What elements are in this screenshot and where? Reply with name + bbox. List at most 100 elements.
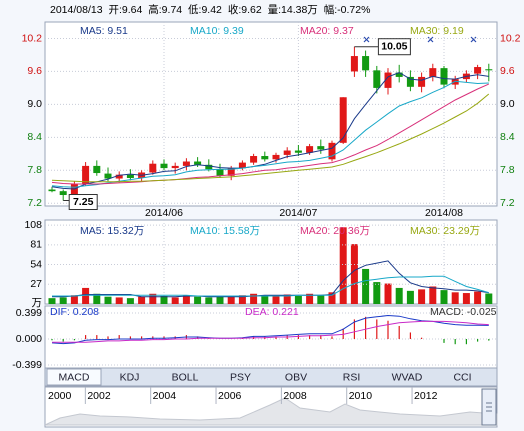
y-tick-label: 108 bbox=[24, 219, 42, 231]
legend-entry: MA5: 15.32万 bbox=[80, 225, 144, 237]
legend-entry: MA20: 9.37 bbox=[300, 25, 354, 37]
y-tick-label-right: 7.2 bbox=[500, 197, 515, 209]
volume-bar bbox=[93, 293, 101, 304]
tab[interactable] bbox=[158, 369, 212, 385]
tab-label[interactable]: CCI bbox=[453, 371, 471, 383]
candle-body bbox=[82, 165, 90, 185]
volume-bar bbox=[138, 296, 146, 304]
header: 2014/08/13 开:9.64 高:9.74 低:9.42 收:9.62 量… bbox=[50, 3, 370, 16]
y-tick-label: 7.8 bbox=[27, 164, 42, 176]
ma-line bbox=[51, 314, 489, 345]
y-tick-label-right: 8.4 bbox=[500, 131, 515, 143]
candle-body bbox=[485, 69, 493, 71]
high-label: 10.05 bbox=[381, 40, 407, 52]
header-item: 幅:-0.72% bbox=[324, 3, 371, 16]
volume-bar bbox=[440, 290, 448, 304]
candle-body bbox=[160, 163, 168, 169]
header-item: 低:9.42 bbox=[188, 3, 222, 16]
candle-body bbox=[306, 146, 314, 153]
price-panel bbox=[44, 21, 498, 207]
candle-body bbox=[317, 146, 325, 150]
volume-bar bbox=[238, 295, 246, 304]
volume-bar bbox=[70, 295, 78, 304]
volume-bar bbox=[406, 290, 414, 304]
volume-bar bbox=[261, 295, 269, 304]
volume-bar bbox=[350, 244, 358, 304]
y-tick-label-right: 10.2 bbox=[500, 32, 521, 44]
y-tick-label: 8.4 bbox=[27, 131, 42, 143]
volume-bar bbox=[306, 293, 314, 304]
tab[interactable] bbox=[213, 369, 268, 385]
candle-body bbox=[429, 68, 437, 77]
volume-bar bbox=[48, 298, 56, 304]
year-label: 2000 bbox=[48, 390, 72, 402]
candle-body bbox=[216, 169, 224, 176]
candle-body bbox=[194, 161, 202, 165]
x-tick-label: 2014/06 bbox=[145, 207, 183, 219]
ma-line bbox=[52, 260, 489, 298]
year-label: 2002 bbox=[87, 390, 111, 402]
low-label: 7.25 bbox=[73, 196, 94, 208]
tab[interactable] bbox=[269, 369, 323, 385]
ma-line bbox=[51, 93, 490, 183]
year-label: 2010 bbox=[349, 390, 373, 402]
y-tick-label: 0.000 bbox=[16, 333, 42, 345]
ma-line bbox=[52, 320, 489, 343]
year-label: 2006 bbox=[218, 390, 242, 402]
candle-body bbox=[373, 70, 381, 88]
tab[interactable] bbox=[435, 369, 490, 385]
tab[interactable] bbox=[324, 369, 379, 385]
candle-body bbox=[328, 142, 336, 160]
candle-body bbox=[171, 165, 179, 169]
volume-bar bbox=[384, 283, 392, 304]
volume-bar bbox=[485, 293, 493, 304]
volume-bar bbox=[182, 295, 190, 304]
volume-bar bbox=[227, 296, 235, 304]
tab-label[interactable]: RSI bbox=[343, 371, 361, 383]
y-tick-label-right: 9.0 bbox=[500, 98, 515, 110]
volume-bar bbox=[216, 295, 224, 304]
candle-body bbox=[350, 56, 358, 72]
volume-bar bbox=[429, 286, 437, 304]
legend-entry: DIF: 0.208 bbox=[50, 306, 99, 318]
candle-body bbox=[294, 150, 302, 153]
ma-line bbox=[51, 71, 489, 190]
volume-bar bbox=[82, 287, 90, 304]
candle-body bbox=[406, 76, 414, 87]
y-tick-label: 54 bbox=[30, 258, 42, 270]
legend-entry: MA20: 20.36万 bbox=[300, 225, 370, 237]
tab-label[interactable]: KDJ bbox=[120, 371, 140, 383]
legend-entry: MA30: 9.19 bbox=[410, 25, 464, 37]
tab-label[interactable]: BOLL bbox=[172, 371, 199, 383]
volume-bar bbox=[149, 293, 157, 304]
tab[interactable] bbox=[46, 368, 102, 386]
y-tick-label-right: 9.6 bbox=[500, 65, 515, 77]
tab-label[interactable]: OBV bbox=[285, 371, 307, 383]
y-tick-label: -0.399 bbox=[12, 359, 42, 371]
candle-body bbox=[182, 161, 190, 166]
candle-body bbox=[227, 168, 235, 176]
volume-bar bbox=[59, 297, 67, 304]
tab[interactable] bbox=[102, 369, 157, 385]
annotation-box bbox=[377, 38, 411, 56]
legend-entry: MA5: 9.51 bbox=[80, 25, 128, 37]
volume-bar bbox=[395, 287, 403, 304]
ma-line bbox=[51, 83, 490, 185]
y-tick-label: 10.2 bbox=[22, 32, 43, 44]
candle-body bbox=[104, 173, 112, 179]
tab-label[interactable]: MACD bbox=[59, 371, 90, 383]
y-tick-label: 9.0 bbox=[27, 98, 42, 110]
y-tick-label: 81 bbox=[30, 239, 42, 251]
overview-area bbox=[44, 397, 498, 426]
tab-label[interactable]: WVAD bbox=[392, 371, 423, 383]
ma-line bbox=[51, 80, 489, 188]
legend-entry: MA10: 15.58万 bbox=[190, 225, 260, 237]
y-tick-label-right: 7.8 bbox=[500, 164, 515, 176]
candle-body bbox=[261, 156, 269, 160]
volume-unit: 万 bbox=[32, 297, 43, 309]
tab-label[interactable]: PSY bbox=[230, 371, 251, 383]
header-item: 收:9.62 bbox=[228, 3, 262, 16]
volume-bar bbox=[362, 268, 370, 304]
tab[interactable] bbox=[380, 369, 434, 385]
year-label: 2012 bbox=[414, 390, 438, 402]
